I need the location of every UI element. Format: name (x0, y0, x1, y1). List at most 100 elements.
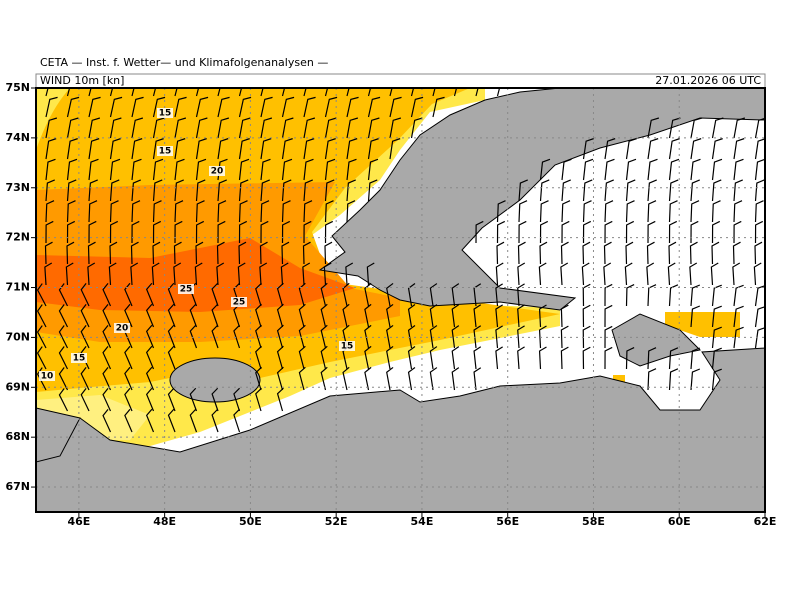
wind-barb (66, 117, 79, 139)
wind-barb (625, 179, 636, 202)
wind-barb (539, 158, 551, 181)
wind-barb (539, 200, 549, 223)
y-tick-label: 67N (5, 480, 30, 493)
wind-barb (733, 138, 745, 160)
wind-barb (324, 220, 334, 244)
wind-barb (131, 96, 144, 118)
wind-barb (711, 305, 722, 328)
wind-barb (582, 179, 593, 202)
wind-barb (102, 366, 112, 391)
wind-barb (303, 117, 316, 139)
vaygach-island (611, 313, 702, 367)
wind-barbs (36, 88, 765, 433)
wind-barb (561, 200, 571, 223)
wind-barb (58, 304, 69, 328)
wind-barb (518, 179, 528, 202)
wind-barb (167, 282, 176, 307)
wind-barb (647, 347, 657, 370)
frame (35, 87, 766, 513)
wind-barb (174, 88, 178, 97)
wind-barb (496, 200, 506, 223)
wind-barb (238, 117, 251, 139)
wind-barb (364, 282, 372, 307)
wind-barb (389, 138, 401, 160)
wind-barb (152, 117, 165, 139)
wind-barb (647, 117, 660, 139)
wind-barb (36, 367, 47, 391)
wind-barb (582, 158, 594, 181)
wind-barb (389, 117, 402, 139)
y-tick-label: 73N (5, 181, 30, 194)
wind-barb (386, 345, 394, 370)
wind-barb (151, 262, 160, 286)
wind-barb (386, 282, 394, 307)
wind-barb (364, 345, 372, 370)
wind-barb (496, 88, 501, 97)
wind-barb (711, 326, 722, 349)
wind-barb (66, 179, 77, 202)
wind-barb (211, 408, 219, 433)
wind-barb (255, 303, 262, 328)
wind-barb (711, 179, 722, 202)
wind-barb (668, 138, 680, 160)
wind-barb (152, 158, 164, 181)
wind-barb (276, 387, 284, 412)
wind-barb (124, 345, 133, 370)
wind-barb (298, 282, 306, 307)
wind-barb (152, 179, 163, 202)
wind-barb (604, 138, 616, 160)
wind-barb (260, 158, 271, 181)
wind-barb (646, 241, 655, 265)
contour-label-bg (157, 108, 173, 118)
wind-barb (303, 158, 314, 181)
y-tick-label: 72N (5, 231, 30, 244)
wind-barb (711, 117, 724, 139)
wind-barb (668, 117, 681, 139)
wind-barb (690, 138, 702, 160)
wind-barb (152, 96, 166, 118)
wind-barb (647, 158, 658, 181)
wind-barb (389, 96, 402, 118)
wind-barb (346, 96, 359, 118)
wind-barb (754, 138, 765, 160)
wind-barb (109, 241, 118, 265)
wind-barb (604, 200, 614, 223)
wind-barb (124, 303, 133, 328)
wind-barb (386, 303, 394, 328)
wind-barb (233, 387, 241, 412)
wind-barb (66, 241, 75, 265)
wind-barb (625, 220, 635, 244)
wind-barb (58, 346, 69, 370)
wind-barb (561, 179, 571, 202)
contour-label: 15 (341, 342, 354, 352)
wind-barb (711, 368, 722, 391)
field-label: WIND 10m [kn] (40, 74, 124, 87)
wind-barb (407, 283, 416, 307)
wind-barb (733, 117, 746, 139)
contour-label: 25 (180, 285, 193, 295)
wind-barb (255, 345, 262, 370)
wind-barb (410, 117, 423, 139)
wind-barb (109, 138, 121, 160)
wind-barb (367, 117, 380, 139)
wind-barb (238, 200, 248, 223)
wind-barb (45, 220, 54, 244)
wind-barb (689, 241, 698, 265)
wind-barb (124, 408, 133, 433)
wind-barb (668, 158, 680, 181)
wind-barb (124, 282, 133, 307)
wind-barb (518, 220, 527, 244)
x-tick-label: 58E (582, 515, 605, 528)
wind-barb (174, 138, 186, 160)
wind-barb (754, 179, 765, 202)
wind-barb (453, 88, 458, 97)
wind-barb (88, 96, 101, 118)
wind-barb (167, 303, 176, 328)
wind-barb (195, 241, 204, 265)
wind-barb (495, 262, 504, 286)
wind-barb (80, 304, 90, 328)
wind-barb (303, 220, 312, 244)
wind-barb (45, 88, 49, 97)
y-tick-label: 71N (5, 281, 30, 294)
